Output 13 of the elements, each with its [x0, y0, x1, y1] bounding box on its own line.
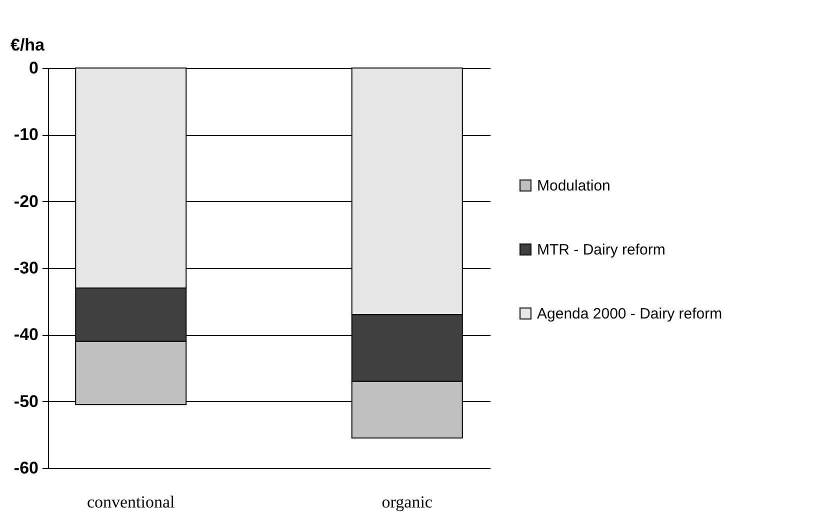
- y-tick-label: -20: [14, 192, 38, 211]
- legend-label: MTR - Dairy reform: [537, 242, 666, 258]
- y-tick-label: -30: [14, 258, 38, 278]
- y-tick-label: -60: [14, 458, 38, 478]
- y-axis-title: €/ha: [10, 36, 46, 54]
- legend-label: Modulation: [537, 178, 610, 194]
- legend-label: Agenda 2000 - Dairy reform: [537, 306, 722, 322]
- y-tick-label: -50: [14, 392, 38, 411]
- x-tick-label: conventional: [86, 492, 176, 512]
- y-tick-label: -10: [14, 125, 38, 144]
- y-tick-label: -40: [14, 325, 38, 344]
- y-tick-label: 0: [29, 58, 38, 78]
- x-tick-label: organic: [382, 492, 433, 512]
